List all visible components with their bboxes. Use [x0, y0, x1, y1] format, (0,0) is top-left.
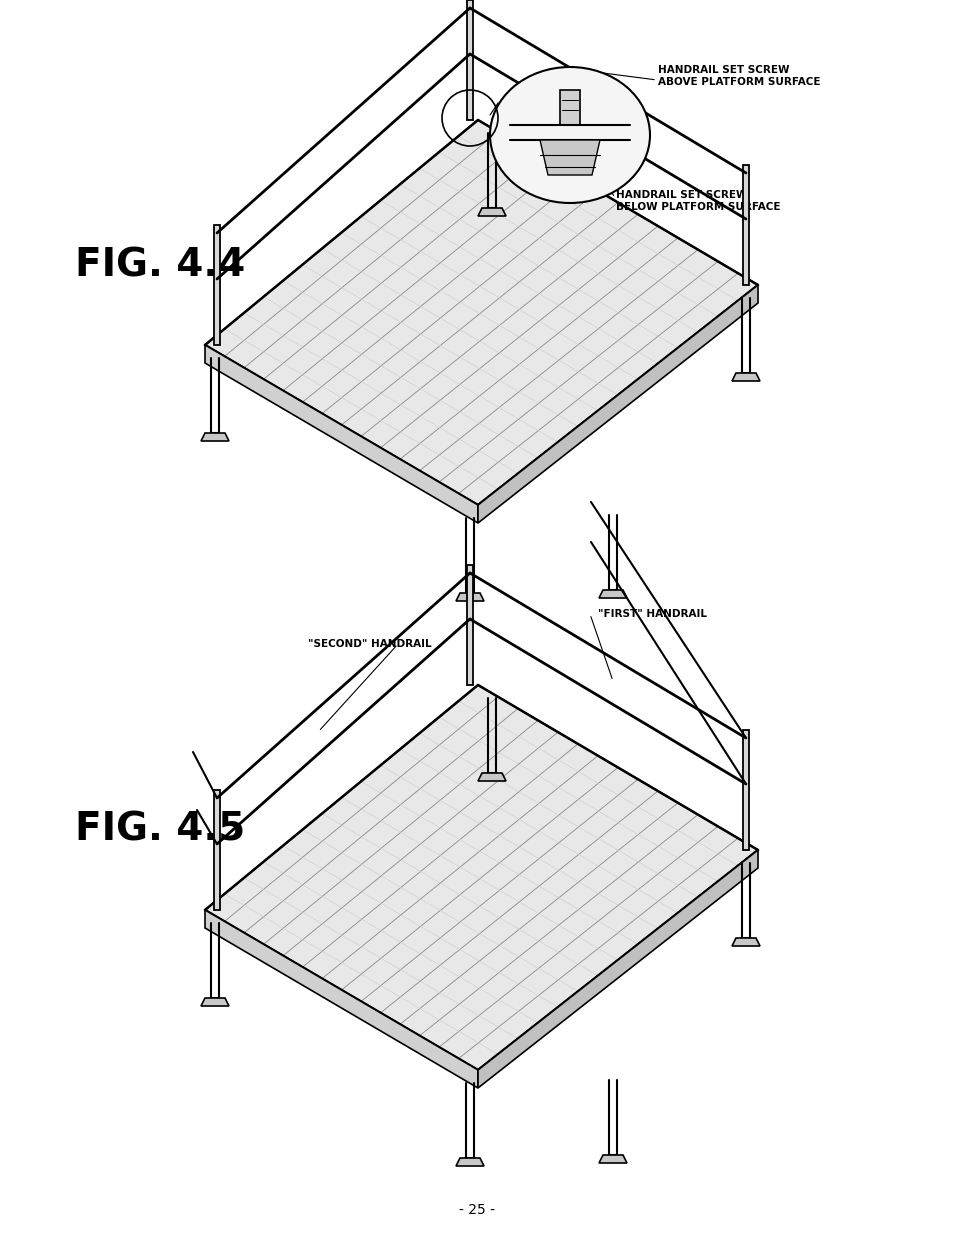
- Polygon shape: [201, 433, 229, 441]
- Polygon shape: [205, 345, 477, 522]
- Polygon shape: [731, 939, 760, 946]
- Polygon shape: [467, 564, 473, 685]
- Text: HANDRAIL SET SCREW
ABOVE PLATFORM SURFACE: HANDRAIL SET SCREW ABOVE PLATFORM SURFAC…: [658, 65, 820, 86]
- Text: "SECOND" HANDRAIL: "SECOND" HANDRAIL: [308, 638, 431, 650]
- Ellipse shape: [490, 67, 649, 203]
- Polygon shape: [742, 730, 748, 850]
- Text: - 25 -: - 25 -: [458, 1203, 495, 1216]
- Polygon shape: [205, 685, 758, 1070]
- Polygon shape: [467, 0, 473, 120]
- Polygon shape: [598, 590, 626, 598]
- Polygon shape: [213, 225, 220, 345]
- Polygon shape: [205, 120, 758, 505]
- Polygon shape: [539, 140, 599, 175]
- Polygon shape: [456, 1158, 483, 1166]
- Polygon shape: [477, 207, 505, 216]
- Text: FIG. 4.5: FIG. 4.5: [75, 811, 245, 848]
- Polygon shape: [456, 593, 483, 601]
- Text: "FIRST" HANDRAIL: "FIRST" HANDRAIL: [598, 609, 706, 619]
- Polygon shape: [205, 910, 477, 1088]
- Polygon shape: [559, 90, 579, 125]
- Polygon shape: [201, 998, 229, 1007]
- Polygon shape: [598, 1155, 626, 1163]
- Text: HANDRAIL SET SCREW
BELOW PLATFORM SURFACE: HANDRAIL SET SCREW BELOW PLATFORM SURFAC…: [616, 190, 780, 211]
- Polygon shape: [731, 373, 760, 382]
- Polygon shape: [477, 773, 505, 781]
- Polygon shape: [477, 850, 758, 1088]
- Text: FIG. 4.4: FIG. 4.4: [75, 246, 245, 284]
- Polygon shape: [477, 285, 758, 522]
- Polygon shape: [742, 165, 748, 285]
- Polygon shape: [213, 790, 220, 910]
